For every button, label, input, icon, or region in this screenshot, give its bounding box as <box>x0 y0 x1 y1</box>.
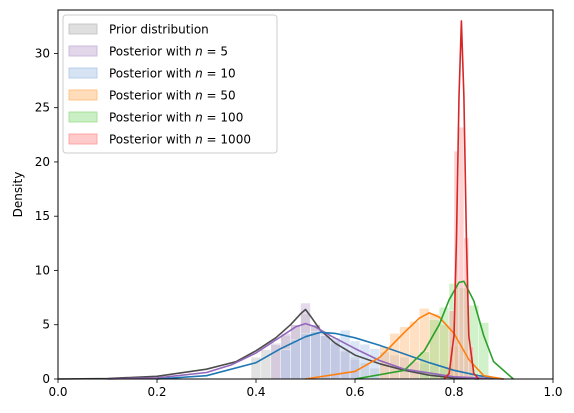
legend-entry-series-4: Posterior with n = 100 <box>109 111 243 125</box>
y-axis-label: Density <box>11 172 25 218</box>
hist-bar-series-2 <box>290 339 301 380</box>
legend-swatch-series-1 <box>68 45 98 57</box>
legend-swatch-series-0 <box>68 23 98 35</box>
legend-entry-series-3: Posterior with n = 50 <box>109 89 236 103</box>
kde-line-series-1 <box>107 322 504 380</box>
x-tick-label: 1.0 <box>543 385 562 399</box>
y-tick-label: 25 <box>35 101 50 115</box>
hist-bar-series-5 <box>458 127 465 380</box>
legend-entry-series-0: Prior distribution <box>109 23 209 37</box>
y-tick-label: 5 <box>42 318 50 332</box>
y-tick-label: 10 <box>35 263 50 277</box>
y-tick-label: 15 <box>35 209 50 223</box>
x-tick-label: 0.2 <box>147 385 166 399</box>
legend-entry-series-1: Posterior with n = 5 <box>109 45 228 59</box>
kde-line-series-3 <box>305 311 504 380</box>
hist-bar-series-2 <box>280 349 291 380</box>
x-tick-label: 0.6 <box>345 385 364 399</box>
hist-bar-series-4 <box>478 322 489 380</box>
legend-swatch-series-2 <box>68 67 98 79</box>
axes-frame <box>57 9 554 380</box>
hist-bar-series-0 <box>260 349 272 380</box>
hist-bar-series-2 <box>320 335 331 380</box>
legend-box <box>62 14 278 154</box>
legend-swatch-series-5 <box>68 133 98 145</box>
kde-line-series-5 <box>443 20 480 380</box>
y-tick-label: 0 <box>42 372 50 386</box>
kde-line-series-4 <box>354 280 514 380</box>
kde-curves-layer <box>57 20 514 380</box>
legend-entry-series-5: Posterior with n = 1000 <box>109 133 251 147</box>
legend-swatch-series-3 <box>68 89 98 101</box>
legend: Prior distribution Posterior with n = 5 Po… <box>62 14 278 154</box>
x-tick-label: 0.8 <box>444 385 463 399</box>
legend-entry-series-2: Posterior with n = 10 <box>109 67 236 81</box>
x-tick-label: 0.4 <box>246 385 265 399</box>
hist-bar-series-2 <box>300 333 311 380</box>
hist-bar-series-2 <box>310 331 321 380</box>
x-tick-label: 0.0 <box>48 385 67 399</box>
x-axis: 0.0 0.2 0.4 0.6 0.8 1.0 <box>48 379 563 399</box>
y-tick-label: 20 <box>35 155 50 169</box>
y-tick-label: 30 <box>35 46 50 60</box>
legend-swatch-series-4 <box>68 111 98 123</box>
hist-bar-series-2 <box>359 344 371 380</box>
y-axis: 0 5 10 15 20 25 30 <box>35 46 58 386</box>
